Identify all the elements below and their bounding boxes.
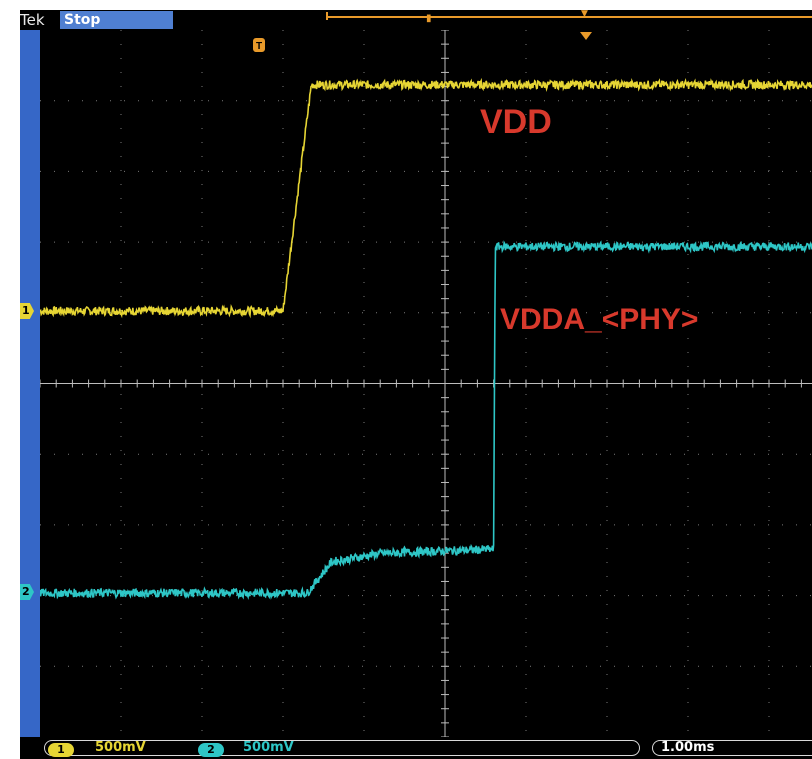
- ch1-ground-marker-label: 1: [22, 304, 30, 317]
- vdd-annotation: VDD: [480, 103, 552, 141]
- trigger-marker: T: [253, 38, 265, 52]
- acquisition-state-badge: Stop: [60, 11, 173, 29]
- ch2-ground-marker: 2: [20, 584, 34, 600]
- trigger-marker-label: T: [256, 41, 262, 52]
- ch1-scale-readout: 500mV: [95, 740, 146, 755]
- timebase-readout: 1.00ms: [652, 740, 812, 756]
- markers: T: [253, 32, 592, 52]
- waveform-plot: T VDD VDDA_<PHY>: [40, 30, 812, 737]
- annotations: VDD VDDA_<PHY>: [480, 103, 698, 336]
- ch2-chip-label: 2: [207, 743, 215, 756]
- vdda-phy-annotation: VDDA_<PHY>: [500, 303, 698, 336]
- channel-readout: 1 500mV 2 500mV: [44, 740, 640, 757]
- ch2-ground-marker-label: 2: [22, 585, 30, 598]
- trigger-position-icon: [580, 32, 592, 40]
- trigger-position-arrow-icon: ▼: [581, 9, 588, 19]
- timebase-value: 1.00ms: [661, 740, 715, 755]
- graticule: [40, 30, 812, 737]
- channel-offset-strip: [20, 30, 40, 737]
- record-length-bar: [326, 16, 812, 18]
- record-trigger-marker-icon: ▮: [426, 13, 432, 24]
- traces: [40, 77, 812, 600]
- trace-vdda-phy: [40, 240, 812, 600]
- ch2-chip: 2: [198, 743, 224, 757]
- ch1-ground-marker: 1: [20, 303, 34, 319]
- status-bar: Tek Stop ▮ ▼: [20, 10, 812, 30]
- readout-bar: 1 500mV 2 500mV 1.00ms: [20, 737, 812, 759]
- ch1-chip: 1: [48, 743, 74, 757]
- acquisition-state-label: Stop: [64, 12, 101, 28]
- trace-vdd: [40, 77, 812, 319]
- brand-label: Tek: [20, 11, 45, 29]
- ch2-scale-readout: 500mV: [243, 740, 294, 755]
- ch1-chip-label: 1: [57, 743, 65, 756]
